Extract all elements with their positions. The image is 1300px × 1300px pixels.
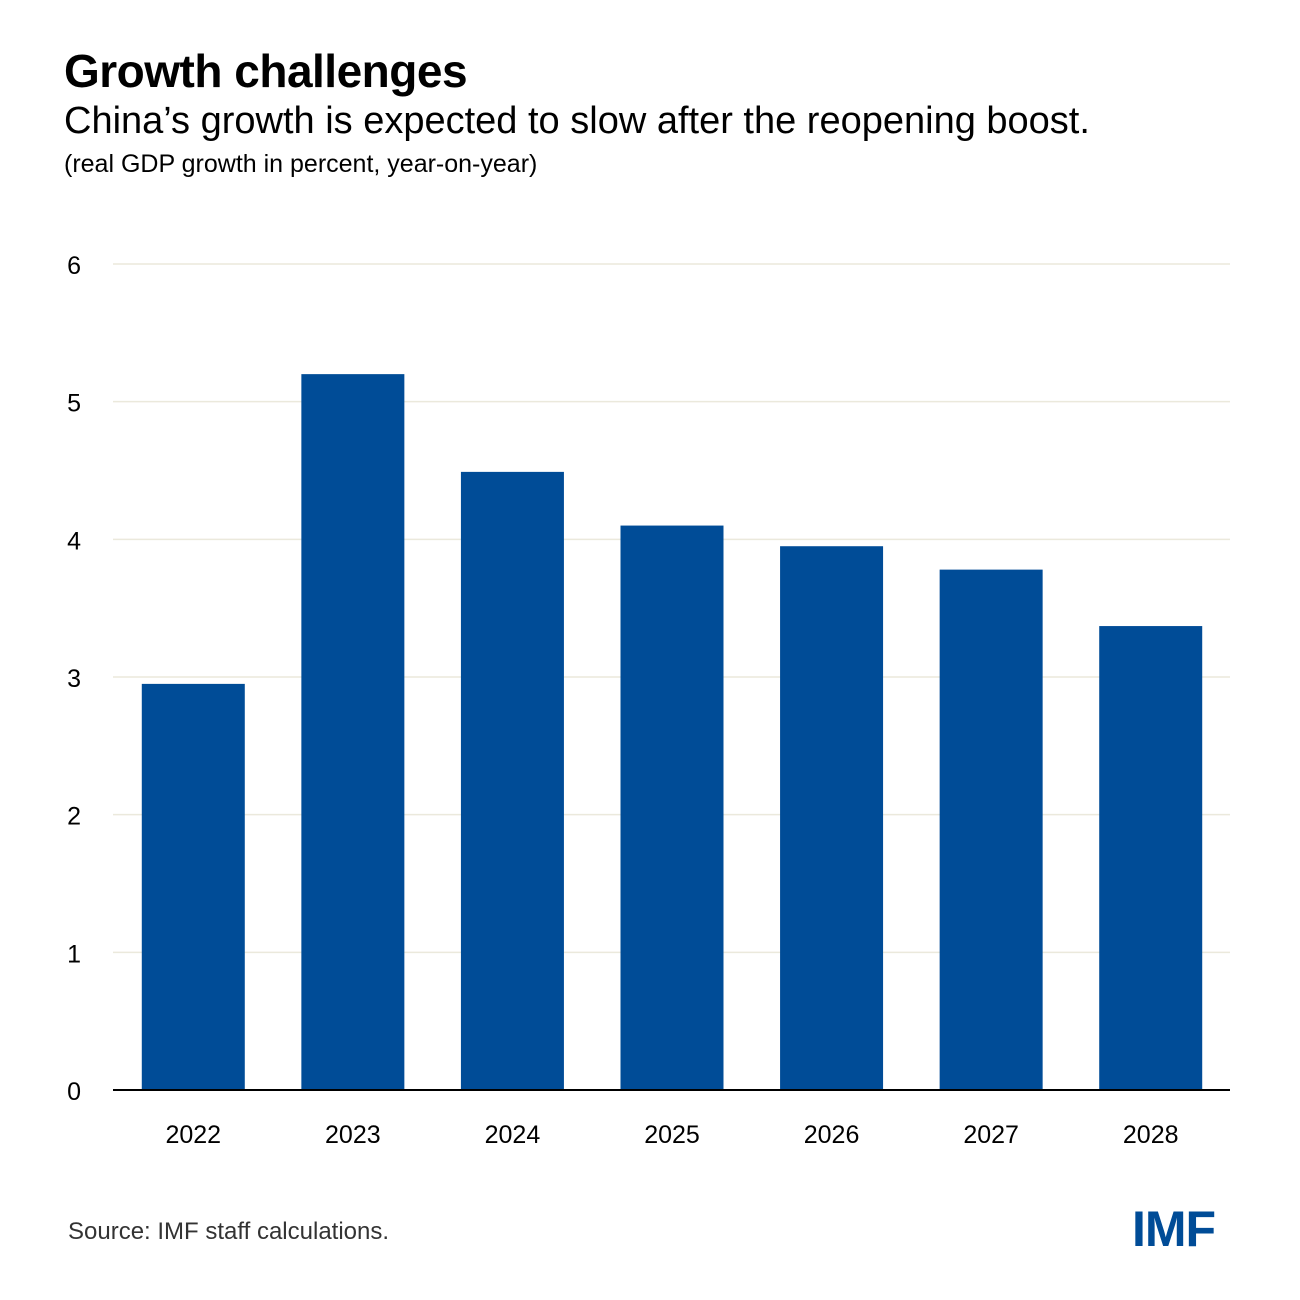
x-tick-label: 2024	[485, 1121, 541, 1149]
y-axis-ticks: 0 1 2 3 4 5 6	[67, 252, 81, 1106]
y-tick-label: 6	[67, 252, 81, 280]
y-tick-label: 1	[67, 940, 81, 968]
x-tick-label: 2028	[1123, 1121, 1179, 1149]
bar-2024	[460, 471, 564, 1090]
y-tick-label: 4	[67, 527, 81, 555]
y-tick-label: 5	[67, 390, 81, 418]
bar-2027	[939, 569, 1043, 1090]
bar-2026	[780, 546, 884, 1090]
bar-2023	[301, 374, 405, 1091]
x-tick-label: 2026	[804, 1121, 860, 1149]
y-tick-label: 2	[67, 803, 81, 831]
chart-subtitle: China’s growth is expected to slow after…	[64, 100, 1090, 142]
bar-2025	[620, 525, 724, 1090]
source-note: Source: IMF staff calculations.	[68, 1218, 390, 1245]
bar-2028	[1099, 626, 1203, 1090]
y-tick-label: 3	[67, 665, 81, 693]
x-axis-ticks: 2022 2023 2024 2025 2026 2027 2028	[165, 1121, 1178, 1149]
x-tick-label: 2027	[963, 1121, 1019, 1149]
bars	[141, 374, 1203, 1091]
chart-title: Growth challenges	[64, 45, 468, 97]
x-tick-label: 2025	[644, 1121, 700, 1149]
x-tick-label: 2023	[325, 1121, 381, 1149]
chart-units-note: (real GDP growth in percent, year-on-yea…	[64, 150, 538, 178]
bar-2022	[141, 683, 245, 1090]
y-tick-label: 0	[67, 1078, 81, 1106]
imf-logo: IMF	[1132, 1201, 1216, 1257]
x-tick-label: 2022	[165, 1121, 221, 1149]
